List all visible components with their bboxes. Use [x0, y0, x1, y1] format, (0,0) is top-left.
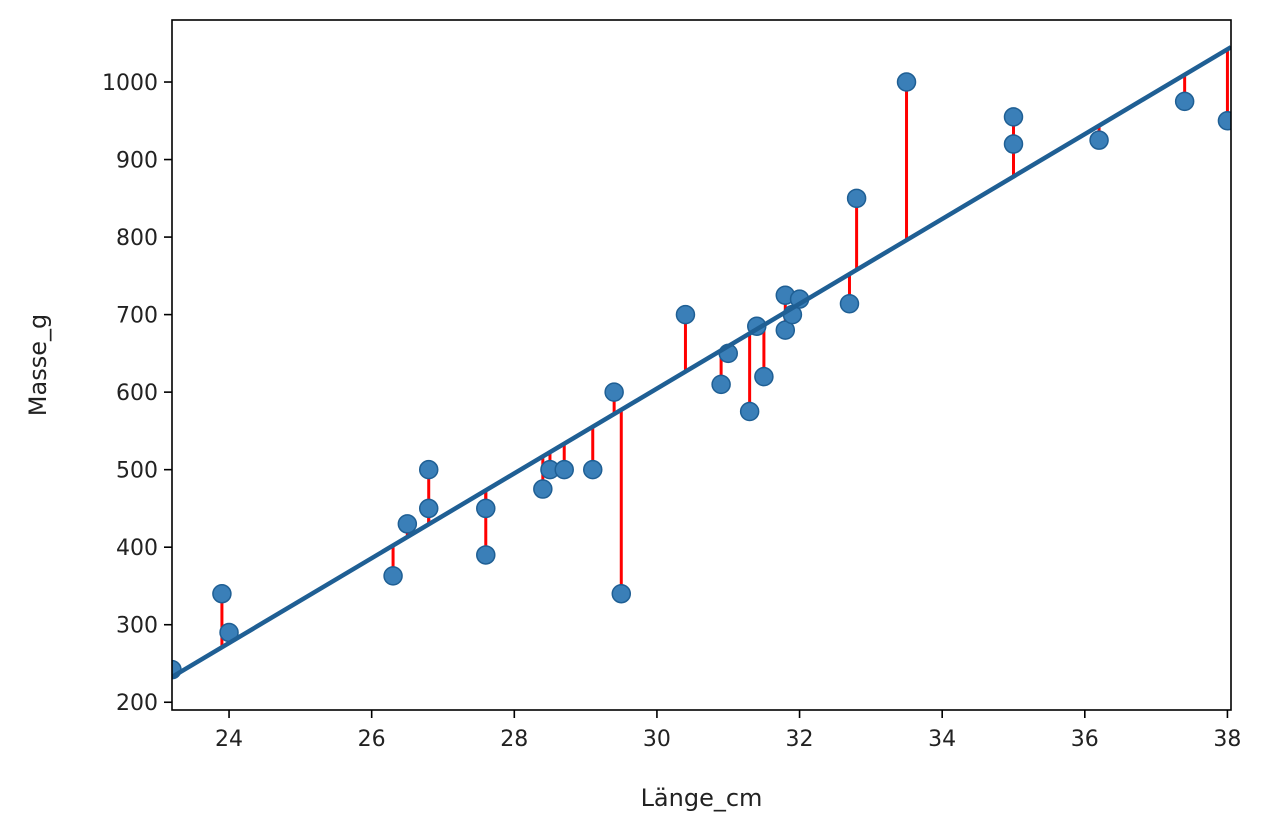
y-tick-label-2: 400 — [116, 536, 158, 561]
y-tick-label-3: 500 — [116, 459, 158, 484]
data-point-25 — [839, 294, 860, 314]
data-point-27 — [896, 72, 917, 92]
fit-line-group — [172, 45, 1231, 679]
data-point-12 — [582, 459, 603, 480]
data-point-14 — [611, 583, 632, 604]
x-axis-label: Länge_cm — [641, 784, 763, 812]
regression-line — [172, 45, 1231, 679]
data-point-6 — [418, 459, 439, 480]
y-tick-label-5: 700 — [116, 304, 158, 329]
data-point-7 — [476, 545, 496, 565]
data-point-5 — [418, 498, 439, 519]
plot-frame — [171, 19, 1232, 711]
data-point-32 — [1217, 111, 1231, 131]
x-tick-label-4: 32 — [786, 727, 814, 752]
data-point-28 — [1003, 134, 1024, 154]
x-tick-label-2: 28 — [500, 727, 528, 752]
y-tick-label-6: 800 — [116, 226, 158, 251]
data-point-16 — [711, 374, 731, 395]
y-tick-label-1: 300 — [116, 614, 158, 639]
data-point-3 — [383, 566, 403, 586]
y-axis-ticks: 200 300 400 500 600 700 800 900 1000 — [102, 71, 172, 716]
data-point-26 — [846, 188, 867, 209]
x-tick-label-1: 26 — [358, 727, 386, 752]
y-axis-label: Masse_g — [24, 314, 52, 416]
x-tick-label-7: 38 — [1213, 727, 1241, 752]
data-point-1 — [212, 583, 232, 604]
data-points — [172, 72, 1231, 680]
x-axis-ticks: 24 26 28 30 32 34 36 38 — [215, 710, 1241, 752]
y-tick-label-7: 900 — [116, 149, 158, 174]
data-point-13 — [604, 382, 624, 402]
y-tick-label-0: 200 — [116, 691, 158, 716]
y-tick-label-4: 600 — [116, 381, 158, 406]
x-tick-label-3: 30 — [643, 727, 671, 752]
data-point-31 — [1174, 91, 1195, 112]
data-point-8 — [476, 498, 496, 519]
data-point-29 — [1003, 107, 1024, 127]
data-point-30 — [1089, 130, 1109, 150]
data-point-20 — [754, 366, 774, 387]
data-point-9 — [533, 479, 553, 499]
data-point-18 — [739, 401, 760, 422]
y-tick-label-8: 1000 — [102, 71, 158, 96]
data-point-4 — [397, 514, 418, 534]
data-point-11 — [554, 459, 574, 480]
x-tick-label-0: 24 — [215, 727, 243, 752]
x-tick-label-6: 36 — [1071, 727, 1099, 752]
data-point-15 — [675, 304, 696, 325]
x-tick-label-5: 34 — [928, 727, 956, 752]
